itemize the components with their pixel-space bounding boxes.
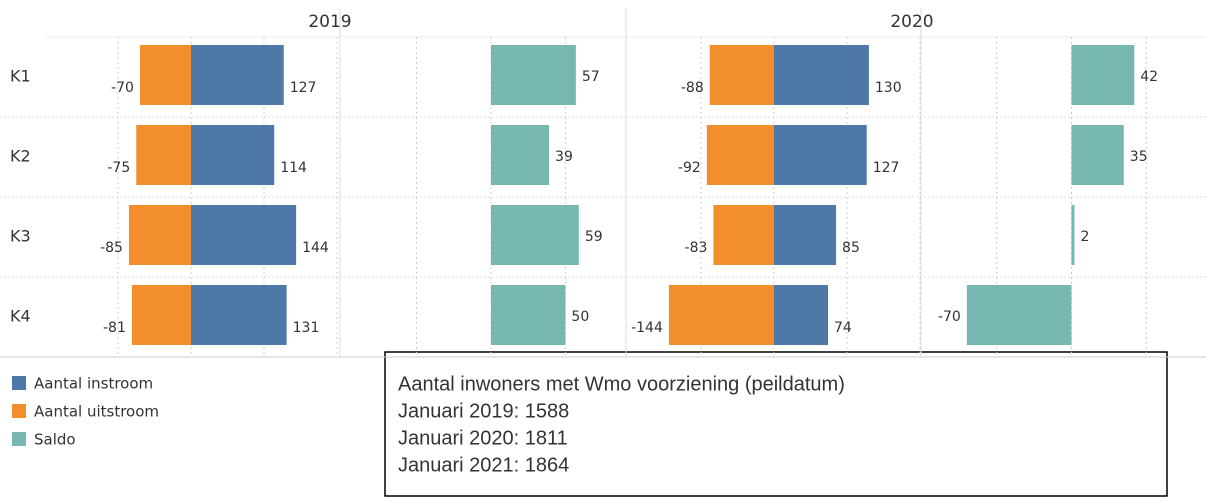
legend-swatch (12, 376, 26, 390)
data-label: -88 (681, 80, 704, 96)
bar (1071, 125, 1124, 185)
bar (774, 285, 829, 345)
data-label: 127 (873, 160, 900, 176)
bar (490, 205, 579, 265)
note-line: Januari 2020: 1811 (398, 427, 568, 449)
bar (668, 285, 774, 345)
data-label: 59 (585, 229, 603, 245)
data-label: 144 (302, 240, 329, 256)
data-label: 74 (834, 320, 852, 336)
panel-title: 2019 (308, 12, 351, 32)
note-line: Januari 2019: 1588 (398, 400, 569, 422)
bar (774, 125, 867, 185)
data-label: -83 (685, 240, 708, 256)
bar (1071, 205, 1075, 265)
note-box (384, 351, 1168, 497)
row-label: K3 (10, 227, 31, 246)
data-label: -75 (107, 160, 130, 176)
bar (774, 205, 837, 265)
data-label: 130 (875, 80, 902, 96)
bar (136, 125, 191, 185)
bar (490, 285, 566, 345)
bar (191, 205, 297, 265)
data-label: 42 (1140, 69, 1158, 85)
data-label: 131 (293, 320, 320, 336)
data-label: -144 (631, 320, 663, 336)
data-label: -85 (100, 240, 123, 256)
note-line: Aantal inwoners met Wmo voorziening (pei… (398, 373, 845, 395)
legend-label: Saldo (34, 431, 76, 449)
row-label: K4 (10, 307, 31, 326)
bar (713, 205, 774, 265)
data-label: -70 (111, 80, 134, 96)
bar (191, 285, 287, 345)
data-label: 114 (280, 160, 307, 176)
note-line: Januari 2021: 1864 (398, 454, 569, 476)
bar (191, 125, 275, 185)
bar (774, 45, 869, 105)
data-label: -81 (103, 320, 126, 336)
bar (128, 205, 191, 265)
panel-title: 2020 (890, 12, 933, 32)
data-label: 57 (582, 69, 600, 85)
row-label: K2 (10, 147, 31, 166)
bar (131, 285, 191, 345)
legend-swatch (12, 404, 26, 418)
data-label: -70 (938, 309, 961, 325)
bar (706, 125, 774, 185)
data-label: -92 (678, 160, 701, 176)
legend-label: Aantal instroom (34, 375, 153, 393)
bar (490, 125, 550, 185)
legend-swatch (12, 432, 26, 446)
data-label: 2 (1080, 229, 1089, 245)
data-label: 127 (290, 80, 317, 96)
bar (139, 45, 191, 105)
bar (490, 45, 576, 105)
row-label: K1 (10, 67, 31, 86)
data-label: 50 (571, 309, 589, 325)
bar (1071, 45, 1135, 105)
legend-label: Aantal uitstroom (34, 403, 159, 421)
data-label: 39 (555, 149, 573, 165)
bar (966, 285, 1072, 345)
data-label: 85 (842, 240, 860, 256)
bar (191, 45, 284, 105)
bar (709, 45, 774, 105)
data-label: 35 (1130, 149, 1148, 165)
